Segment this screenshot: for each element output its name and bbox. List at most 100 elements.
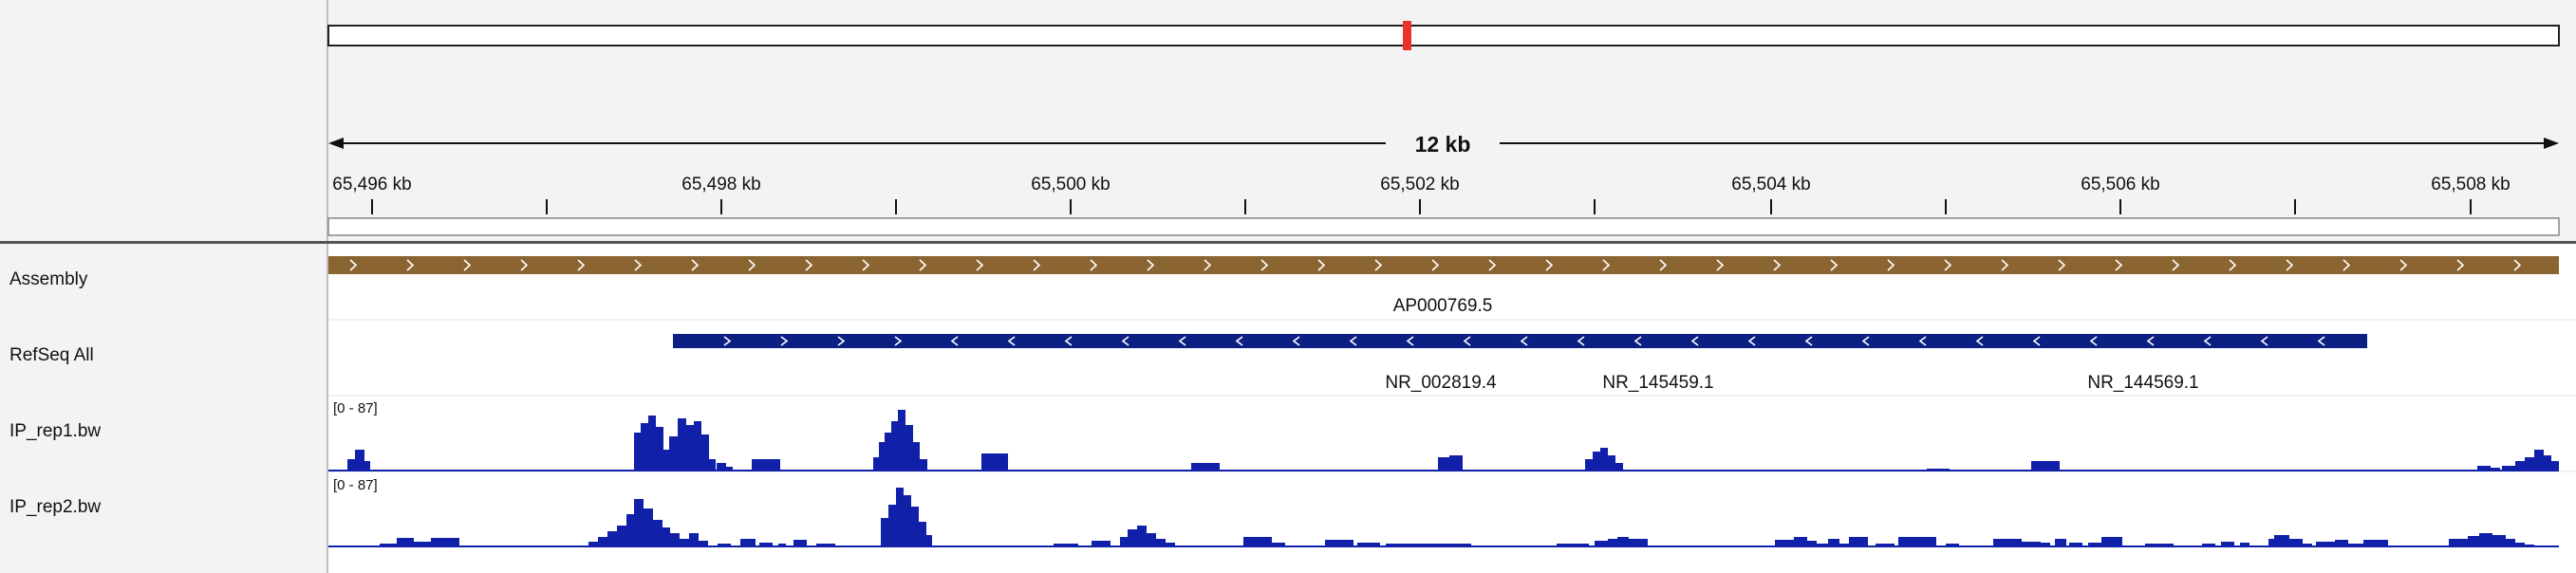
tick-label: 65,508 kb bbox=[2431, 175, 2510, 194]
track-name-ip-rep2[interactable]: IP_rep2.bw bbox=[9, 497, 102, 517]
tick-label: 65,496 kb bbox=[332, 175, 411, 194]
coverage-bar bbox=[2055, 539, 2066, 546]
coverage-bar bbox=[759, 543, 773, 546]
coverage-bar bbox=[669, 436, 678, 471]
chevron-right-icon bbox=[1488, 259, 1497, 271]
coverage-bar bbox=[1272, 543, 1285, 546]
coverage-bar bbox=[919, 522, 926, 546]
coverage-bar bbox=[905, 425, 913, 471]
chevron-right-icon bbox=[2172, 259, 2180, 271]
coverage-bar bbox=[2274, 535, 2289, 546]
coverage-bar bbox=[1557, 544, 1589, 546]
ip-rep1-coverage[interactable] bbox=[347, 410, 2559, 471]
chevron-left-icon bbox=[1349, 336, 1357, 346]
coverage-bar bbox=[873, 457, 879, 471]
coverage-bar bbox=[644, 508, 653, 546]
refseq-strand-chevrons bbox=[723, 336, 2325, 346]
coverage-bar bbox=[634, 499, 644, 546]
coverage-bar bbox=[1386, 544, 1405, 546]
chevron-right-icon bbox=[1317, 259, 1326, 271]
coverage-bar bbox=[588, 542, 598, 546]
coverage-bar bbox=[2069, 543, 2082, 546]
coverage-bar bbox=[920, 459, 927, 471]
chevron-right-icon bbox=[1431, 259, 1440, 271]
tick-label: 65,504 kb bbox=[1731, 175, 1810, 194]
chevron-left-icon bbox=[2146, 336, 2155, 346]
refseq-gene-label: NR_144569.1 bbox=[2087, 373, 2198, 393]
chevron-left-icon bbox=[1178, 336, 1186, 346]
coverage-bar bbox=[431, 538, 459, 546]
chevron-left-icon bbox=[2260, 336, 2268, 346]
chevron-left-icon bbox=[1690, 336, 1699, 346]
coverage-bar bbox=[1898, 537, 1917, 546]
chevron-left-icon bbox=[1577, 336, 1585, 346]
chevron-left-icon bbox=[1861, 336, 1870, 346]
chevron-right-icon bbox=[1204, 259, 1212, 271]
refseq-gene-feature[interactable] bbox=[673, 334, 2367, 348]
chevron-left-icon bbox=[2032, 336, 2041, 346]
coverage-bar bbox=[699, 541, 708, 546]
coverage-bar bbox=[1120, 537, 1128, 546]
chevron-right-icon bbox=[1887, 259, 1895, 271]
chevron-left-icon bbox=[1804, 336, 1813, 346]
coverage-bar bbox=[2492, 535, 2506, 546]
chevron-left-icon bbox=[1235, 336, 1243, 346]
chevron-right-icon bbox=[748, 259, 756, 271]
track-name-refseq[interactable]: RefSeq All bbox=[9, 345, 94, 365]
chromosome-ideogram[interactable] bbox=[327, 25, 2560, 46]
coverage-bar bbox=[598, 537, 607, 546]
chevron-left-icon bbox=[2317, 336, 2325, 346]
chevron-right-icon bbox=[1147, 259, 1155, 271]
coverage-bar bbox=[1325, 540, 1353, 546]
coverage-bar bbox=[885, 433, 891, 471]
coverage-bar bbox=[2449, 539, 2468, 546]
coverage-bar bbox=[2515, 543, 2525, 546]
chevron-right-icon bbox=[1374, 259, 1383, 271]
chevron-right-icon bbox=[894, 336, 903, 346]
chevron-right-icon bbox=[1260, 259, 1269, 271]
chevron-right-icon bbox=[976, 259, 984, 271]
coverage-bar bbox=[2145, 544, 2174, 546]
coverage-bar bbox=[981, 453, 1008, 471]
coverage-bar bbox=[1405, 544, 1424, 546]
chevron-right-icon bbox=[780, 336, 789, 346]
ruler-ticks bbox=[371, 199, 2472, 214]
coverage-bar bbox=[656, 427, 663, 471]
coverage-bar bbox=[1608, 455, 1615, 471]
coverage-bar bbox=[740, 539, 756, 546]
chevron-left-icon bbox=[950, 336, 959, 346]
chevron-right-icon bbox=[406, 259, 415, 271]
coverage-bar bbox=[2544, 455, 2551, 471]
chevron-left-icon bbox=[1747, 336, 1756, 346]
refseq-gene-label: NR_002819.4 bbox=[1385, 373, 1497, 393]
assembly-feature[interactable] bbox=[328, 256, 2559, 274]
panel-divider-vertical[interactable] bbox=[327, 0, 328, 573]
track-name-ip-rep1[interactable]: IP_rep1.bw bbox=[9, 421, 102, 441]
chevron-right-icon bbox=[837, 336, 846, 346]
chevron-left-icon bbox=[1121, 336, 1129, 346]
coverage-bar bbox=[2022, 542, 2041, 546]
ip-rep2-coverage[interactable] bbox=[380, 488, 2534, 546]
coverage-bar bbox=[1629, 539, 1648, 546]
coverage-bar bbox=[2240, 543, 2249, 546]
coverage-bar bbox=[2221, 542, 2234, 546]
coverage-bar bbox=[397, 538, 414, 546]
track-name-assembly[interactable]: Assembly bbox=[9, 269, 88, 289]
coverage-bar bbox=[1595, 541, 1608, 546]
coverage-bar bbox=[2502, 466, 2515, 471]
span-label: 12 kb bbox=[1415, 132, 1471, 157]
coverage-bar bbox=[718, 544, 731, 546]
chevron-right-icon bbox=[862, 259, 870, 271]
coverage-bar bbox=[879, 442, 885, 471]
coverage-bar bbox=[2534, 450, 2544, 471]
coverage-bar bbox=[670, 533, 680, 546]
coverage-bar bbox=[1849, 537, 1868, 546]
chevron-left-icon bbox=[1918, 336, 1927, 346]
chevron-right-icon bbox=[2399, 259, 2408, 271]
coverage-bar bbox=[1828, 539, 1839, 546]
coverage-bar bbox=[1147, 533, 1156, 546]
panel-divider-horizontal[interactable] bbox=[0, 241, 2576, 244]
chevron-left-icon bbox=[1463, 336, 1471, 346]
chevron-right-icon bbox=[2058, 259, 2066, 271]
